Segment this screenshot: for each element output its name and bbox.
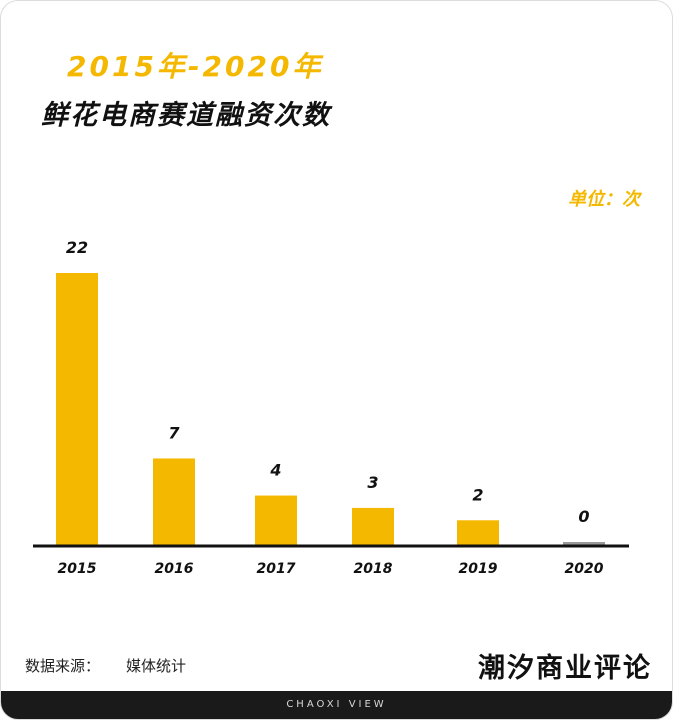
x-tick-2019: 2019: [459, 561, 498, 577]
source-label: 数据来源：: [25, 657, 101, 675]
data-label-2019: 2: [472, 485, 483, 504]
x-tick-2015: 2015: [58, 561, 97, 577]
x-tick-2017: 2017: [257, 561, 296, 577]
data-label-2017: 4: [269, 461, 281, 480]
unit-label: 单位：次: [568, 189, 640, 210]
data-label-2020: 0: [578, 507, 589, 526]
x-tick-2018: 2018: [354, 561, 393, 577]
x-tick-2016: 2016: [155, 561, 194, 577]
bar-2016: [153, 458, 195, 545]
data-label-2018: 3: [367, 473, 378, 492]
bar-2015: [56, 273, 98, 545]
bar-2017: [255, 495, 297, 545]
source-note: 数据来源： 媒体统计: [25, 655, 186, 676]
brand-logo: 潮汐商业评论: [478, 653, 652, 684]
chart-title-years: 2015年-2020年: [67, 50, 324, 83]
data-label-2016: 7: [168, 423, 180, 442]
bar-2020: [563, 542, 605, 545]
x-tick-2020: 2020: [565, 561, 604, 577]
chart-title: 鲜花电商赛道融资次数: [41, 100, 331, 131]
bar-chart: 22 2015 7 2016 4 2017 3 2018 2 2019 0 2020: [33, 238, 629, 577]
bar-2018: [352, 507, 394, 545]
data-label-2015: 22: [66, 238, 88, 257]
source-value: 媒体统计: [126, 657, 187, 675]
bar-2019: [457, 520, 499, 545]
footer-bar: CHAOXI VIEW: [1, 691, 672, 719]
